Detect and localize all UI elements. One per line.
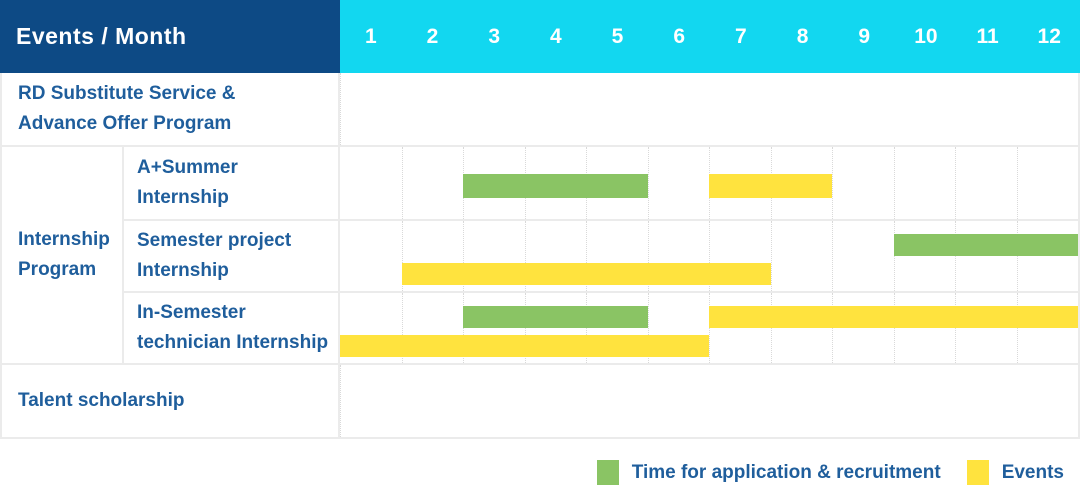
chart-area-semester-project-internship xyxy=(340,221,1078,291)
month-divider xyxy=(832,221,833,291)
row-label-talent-scholarship: Talent scholarship xyxy=(2,365,340,437)
month-header-8: 8 xyxy=(796,24,809,48)
sub-rows-internship-program: A+Summer Internship Semester project Intern… xyxy=(124,147,1078,363)
gantt-bar-event xyxy=(709,306,1078,328)
row-label-line: A+Summer xyxy=(137,157,238,178)
row-label-line: RD Substitute Service & xyxy=(18,83,236,104)
month-divider xyxy=(1016,221,1018,291)
chart-area-in-semester-technician-internship xyxy=(340,293,1078,363)
month-divider xyxy=(770,293,772,363)
legend-item-event: Events xyxy=(966,460,1064,485)
month-header-2: 2 xyxy=(426,24,439,48)
month-divider xyxy=(340,73,341,145)
month-header-7: 7 xyxy=(735,24,747,48)
month-divider xyxy=(401,293,403,363)
row-label-line: technician Internship xyxy=(137,332,329,353)
month-header-6: 6 xyxy=(673,24,686,48)
row-in-semester-technician-internship: In-Semester technician Internship xyxy=(124,291,1078,363)
row-label-line: Advance Offer Program xyxy=(18,113,232,134)
table-header-row: Events / Month 1 2 3 4 5 6 7 8 9 10 11 12 xyxy=(0,0,1080,73)
group-label-line: Internship xyxy=(18,229,110,250)
month-divider xyxy=(463,221,464,291)
gantt-schedule-table: Events / Month 1 2 3 4 5 6 7 8 9 10 11 12 RD Substi… xyxy=(0,0,1080,439)
row-label-text: A+Summer Internship xyxy=(137,153,238,213)
month-divider xyxy=(340,365,341,437)
month-divider xyxy=(893,293,895,363)
month-divider xyxy=(401,147,403,219)
row-label-semester-project-internship: Semester project Internship xyxy=(124,221,340,291)
month-header-3: 3 xyxy=(488,24,501,48)
month-divider xyxy=(955,147,956,219)
row-label-line: Talent scholarship xyxy=(18,390,185,411)
month-header-12: 12 xyxy=(1037,24,1061,48)
legend-label-application: Time for application & recruitment xyxy=(631,461,941,483)
month-divider xyxy=(893,221,895,291)
month-header-10: 10 xyxy=(914,24,938,48)
month-divider xyxy=(586,293,587,363)
legend-label-event: Events xyxy=(1001,461,1064,483)
month-divider xyxy=(893,147,895,219)
month-divider xyxy=(955,221,956,291)
month-divider xyxy=(401,221,403,291)
legend-item-application: Time for application & recruitment xyxy=(596,460,941,485)
row-a-plus-summer-internship: A+Summer Internship xyxy=(124,147,1078,219)
gantt-bar-event xyxy=(340,335,709,357)
month-divider xyxy=(832,293,833,363)
group-label-cell-internship-program: Internship Program xyxy=(2,147,124,363)
month-divider xyxy=(770,221,772,291)
gantt-bar-event xyxy=(709,174,832,198)
month-divider xyxy=(709,221,710,291)
gantt-bar-event xyxy=(401,263,771,285)
row-label-a-plus-summer-internship: A+Summer Internship xyxy=(124,147,340,219)
section-internship-program: Internship Program A+Summer Internship Semes… xyxy=(2,145,1078,363)
gantt-bar-application xyxy=(463,306,648,328)
legend: Time for application & recruitment Events xyxy=(0,460,1080,485)
month-header-9: 9 xyxy=(858,24,871,48)
month-divider xyxy=(524,293,526,363)
row-label-line: Internship xyxy=(137,187,229,208)
row-label-line: Internship xyxy=(137,260,229,281)
group-label: Internship Program xyxy=(18,225,110,285)
group-label-line: Program xyxy=(18,259,97,280)
events-month-header: Events / Month xyxy=(0,0,340,73)
month-header-strip: 1 2 3 4 5 6 7 8 9 10 11 12 xyxy=(340,0,1080,73)
row-label-text: In-Semester technician Internship xyxy=(137,298,328,358)
month-header-5: 5 xyxy=(611,24,624,48)
table-body: RD Substitute Service & Advance Offer Pro… xyxy=(0,73,1080,439)
month-divider xyxy=(647,147,649,219)
section-talent-scholarship: Talent scholarship xyxy=(2,363,1078,437)
section-rd-substitute-service: RD Substitute Service & Advance Offer Pro… xyxy=(2,73,1078,145)
month-divider xyxy=(1016,147,1018,219)
row-label-text: Talent scholarship xyxy=(18,386,184,416)
row-label-text: RD Substitute Service & Advance Offer Pro… xyxy=(18,79,236,139)
row-semester-project-internship: Semester project Internship xyxy=(124,219,1078,291)
row-label-line: In-Semester xyxy=(137,302,246,323)
month-divider xyxy=(586,221,587,291)
legend-swatch-application xyxy=(596,460,619,485)
month-header-11: 11 xyxy=(976,24,999,48)
month-divider xyxy=(647,221,649,291)
row-rd-substitute-service-advance-offer-program: RD Substitute Service & Advance Offer Pro… xyxy=(2,73,341,145)
row-label-in-semester-technician-internship: In-Semester technician Internship xyxy=(124,293,340,363)
month-divider xyxy=(647,293,649,363)
month-divider xyxy=(955,293,956,363)
month-divider xyxy=(524,221,526,291)
row-talent-scholarship: Talent scholarship xyxy=(2,365,341,437)
chart-area-a-plus-summer-internship xyxy=(340,147,1078,219)
month-header-1: 1 xyxy=(364,24,377,48)
gantt-bar-application xyxy=(463,174,648,198)
row-label-rd-substitute-service-advance-offer-program: RD Substitute Service & Advance Offer Pro… xyxy=(2,73,340,145)
row-label-text: Semester project Internship xyxy=(137,226,291,286)
gantt-bar-application xyxy=(893,234,1078,256)
month-divider xyxy=(1016,293,1018,363)
row-label-line: Semester project xyxy=(137,230,292,251)
month-divider xyxy=(709,293,710,363)
month-divider xyxy=(832,147,833,219)
month-divider xyxy=(463,293,464,363)
month-header-4: 4 xyxy=(550,24,562,48)
legend-swatch-event xyxy=(966,460,989,485)
